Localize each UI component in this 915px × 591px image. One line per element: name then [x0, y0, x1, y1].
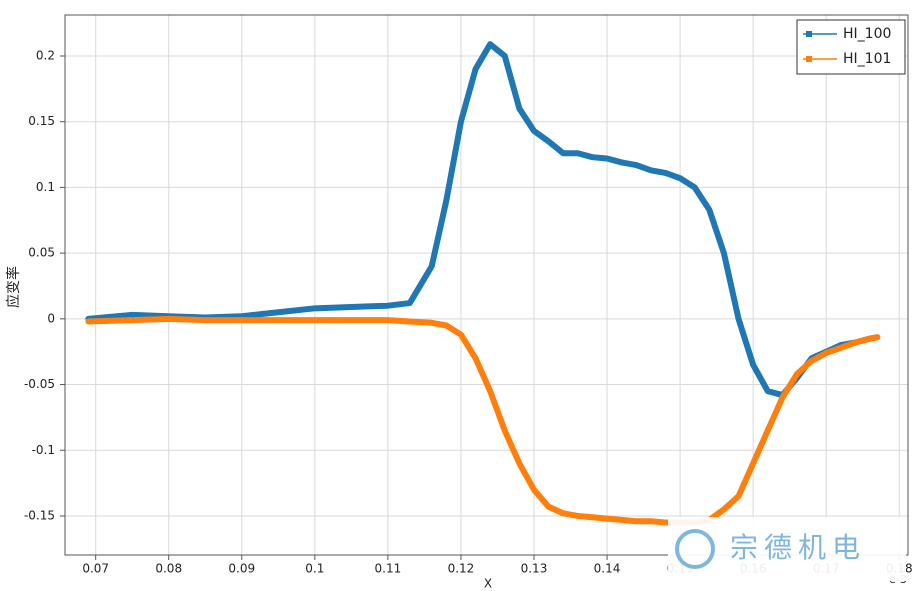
y-tick-label: -0.05 [24, 377, 55, 391]
series-line [85, 41, 881, 399]
y-tick-label: 0 [47, 311, 55, 325]
x-tick-label: 0.13 [521, 562, 548, 576]
legend-label: HI_100 [843, 26, 891, 42]
x-tick-label: 0.14 [594, 562, 621, 576]
y-axis-label: 应变率 [5, 266, 22, 308]
watermark-bg [668, 517, 906, 581]
y-tick-label: 0.1 [36, 180, 55, 194]
watermark: 宗德机电 [730, 531, 866, 564]
plot-frame [64, 14, 909, 556]
x-tick-label: 0.09 [228, 562, 255, 576]
legend-marker [806, 31, 812, 37]
legend-box [796, 19, 906, 75]
watermark-icon [675, 529, 715, 569]
y-tick-label: 0.05 [28, 246, 55, 260]
y-tick-label: 0.2 [36, 49, 55, 63]
y-tick-label: -0.1 [32, 443, 55, 457]
x-tick-label: 0.07 [82, 562, 109, 576]
y-tick-label: -0.15 [24, 508, 55, 522]
legend-marker [806, 56, 812, 62]
x-tick-label: 0.11 [375, 562, 402, 576]
legend-label: HI_101 [843, 51, 891, 67]
x-tick-label: 0.12 [448, 562, 475, 576]
x-tick-label: 0.08 [155, 562, 182, 576]
x-tick-label: 0.1 [305, 562, 324, 576]
y-tick-label: 0.15 [28, 114, 55, 128]
x-axis-label: X [484, 577, 492, 591]
series-line [85, 315, 881, 526]
